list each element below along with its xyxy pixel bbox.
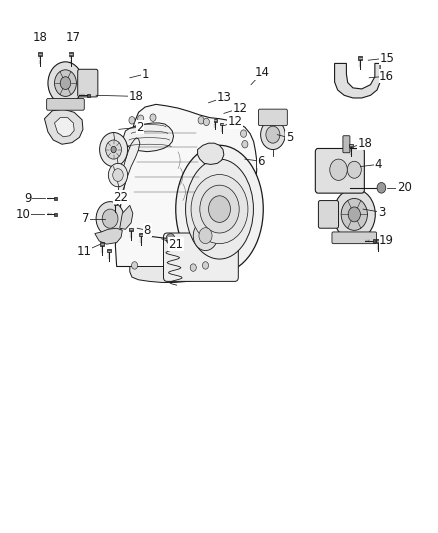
FancyBboxPatch shape: [372, 239, 374, 243]
Polygon shape: [115, 104, 256, 276]
Text: 11: 11: [76, 245, 91, 258]
FancyBboxPatch shape: [78, 69, 98, 97]
Text: 10: 10: [16, 208, 31, 221]
Text: 7: 7: [82, 212, 90, 225]
Text: 15: 15: [378, 52, 393, 64]
Circle shape: [108, 164, 127, 187]
Text: 19: 19: [378, 235, 393, 247]
Ellipse shape: [175, 146, 263, 273]
Polygon shape: [123, 123, 173, 152]
Circle shape: [346, 161, 360, 178]
Text: 4: 4: [373, 158, 381, 171]
Text: 12: 12: [227, 116, 242, 128]
Circle shape: [113, 168, 123, 181]
Text: 12: 12: [233, 102, 247, 115]
Circle shape: [102, 209, 118, 228]
Circle shape: [129, 117, 135, 124]
Circle shape: [199, 185, 239, 233]
Circle shape: [191, 174, 247, 244]
FancyBboxPatch shape: [68, 52, 73, 56]
Text: 3: 3: [377, 206, 384, 219]
Text: 21: 21: [168, 238, 183, 251]
Text: 18: 18: [32, 31, 47, 44]
Ellipse shape: [185, 159, 253, 259]
Text: 17: 17: [65, 31, 80, 44]
FancyBboxPatch shape: [258, 109, 287, 126]
Circle shape: [203, 118, 209, 126]
FancyBboxPatch shape: [213, 119, 216, 122]
Circle shape: [198, 228, 212, 244]
FancyBboxPatch shape: [331, 232, 376, 244]
Circle shape: [202, 262, 208, 269]
Circle shape: [166, 233, 174, 244]
Circle shape: [190, 264, 196, 271]
FancyBboxPatch shape: [375, 239, 379, 243]
Circle shape: [138, 115, 144, 123]
Polygon shape: [95, 228, 122, 244]
FancyBboxPatch shape: [107, 249, 111, 252]
FancyBboxPatch shape: [38, 52, 42, 56]
Circle shape: [131, 262, 138, 269]
Circle shape: [99, 133, 127, 166]
Text: 22: 22: [113, 191, 128, 204]
Text: 6: 6: [257, 155, 264, 168]
Circle shape: [106, 140, 121, 159]
Circle shape: [54, 70, 76, 96]
Text: 14: 14: [254, 66, 269, 79]
FancyBboxPatch shape: [219, 123, 223, 125]
Polygon shape: [130, 266, 208, 282]
Text: 20: 20: [396, 181, 411, 195]
Polygon shape: [118, 138, 140, 196]
Text: 2: 2: [136, 120, 143, 134]
Circle shape: [208, 196, 230, 222]
Text: 18: 18: [357, 136, 371, 150]
Circle shape: [150, 114, 155, 122]
FancyBboxPatch shape: [87, 93, 90, 97]
Circle shape: [198, 117, 204, 124]
Circle shape: [96, 201, 124, 236]
FancyBboxPatch shape: [138, 233, 142, 236]
Polygon shape: [44, 109, 83, 144]
FancyBboxPatch shape: [163, 233, 238, 281]
FancyBboxPatch shape: [100, 243, 104, 246]
Circle shape: [265, 126, 279, 143]
FancyBboxPatch shape: [46, 99, 84, 110]
FancyBboxPatch shape: [54, 213, 57, 216]
Text: 16: 16: [378, 70, 393, 83]
Polygon shape: [334, 63, 379, 98]
FancyBboxPatch shape: [318, 200, 338, 228]
Circle shape: [193, 221, 217, 251]
Circle shape: [332, 189, 374, 240]
FancyBboxPatch shape: [314, 149, 364, 193]
Text: 13: 13: [216, 91, 231, 104]
Text: 18: 18: [129, 90, 144, 103]
FancyBboxPatch shape: [342, 136, 349, 153]
FancyBboxPatch shape: [358, 56, 361, 60]
Circle shape: [60, 77, 71, 90]
Text: 9: 9: [24, 192, 32, 205]
Text: 8: 8: [143, 224, 151, 237]
Polygon shape: [54, 118, 74, 137]
FancyBboxPatch shape: [129, 228, 133, 231]
Circle shape: [329, 159, 346, 180]
Circle shape: [48, 62, 83, 104]
FancyBboxPatch shape: [348, 143, 352, 147]
Circle shape: [260, 120, 285, 150]
FancyBboxPatch shape: [54, 197, 57, 200]
Circle shape: [376, 182, 385, 193]
Text: 1: 1: [141, 68, 148, 80]
Text: 5: 5: [285, 131, 293, 144]
Circle shape: [340, 198, 367, 230]
Polygon shape: [197, 143, 223, 165]
Polygon shape: [120, 205, 133, 229]
FancyBboxPatch shape: [113, 203, 117, 205]
Circle shape: [111, 147, 116, 153]
Circle shape: [347, 207, 360, 222]
Circle shape: [241, 141, 247, 148]
Circle shape: [240, 130, 246, 138]
